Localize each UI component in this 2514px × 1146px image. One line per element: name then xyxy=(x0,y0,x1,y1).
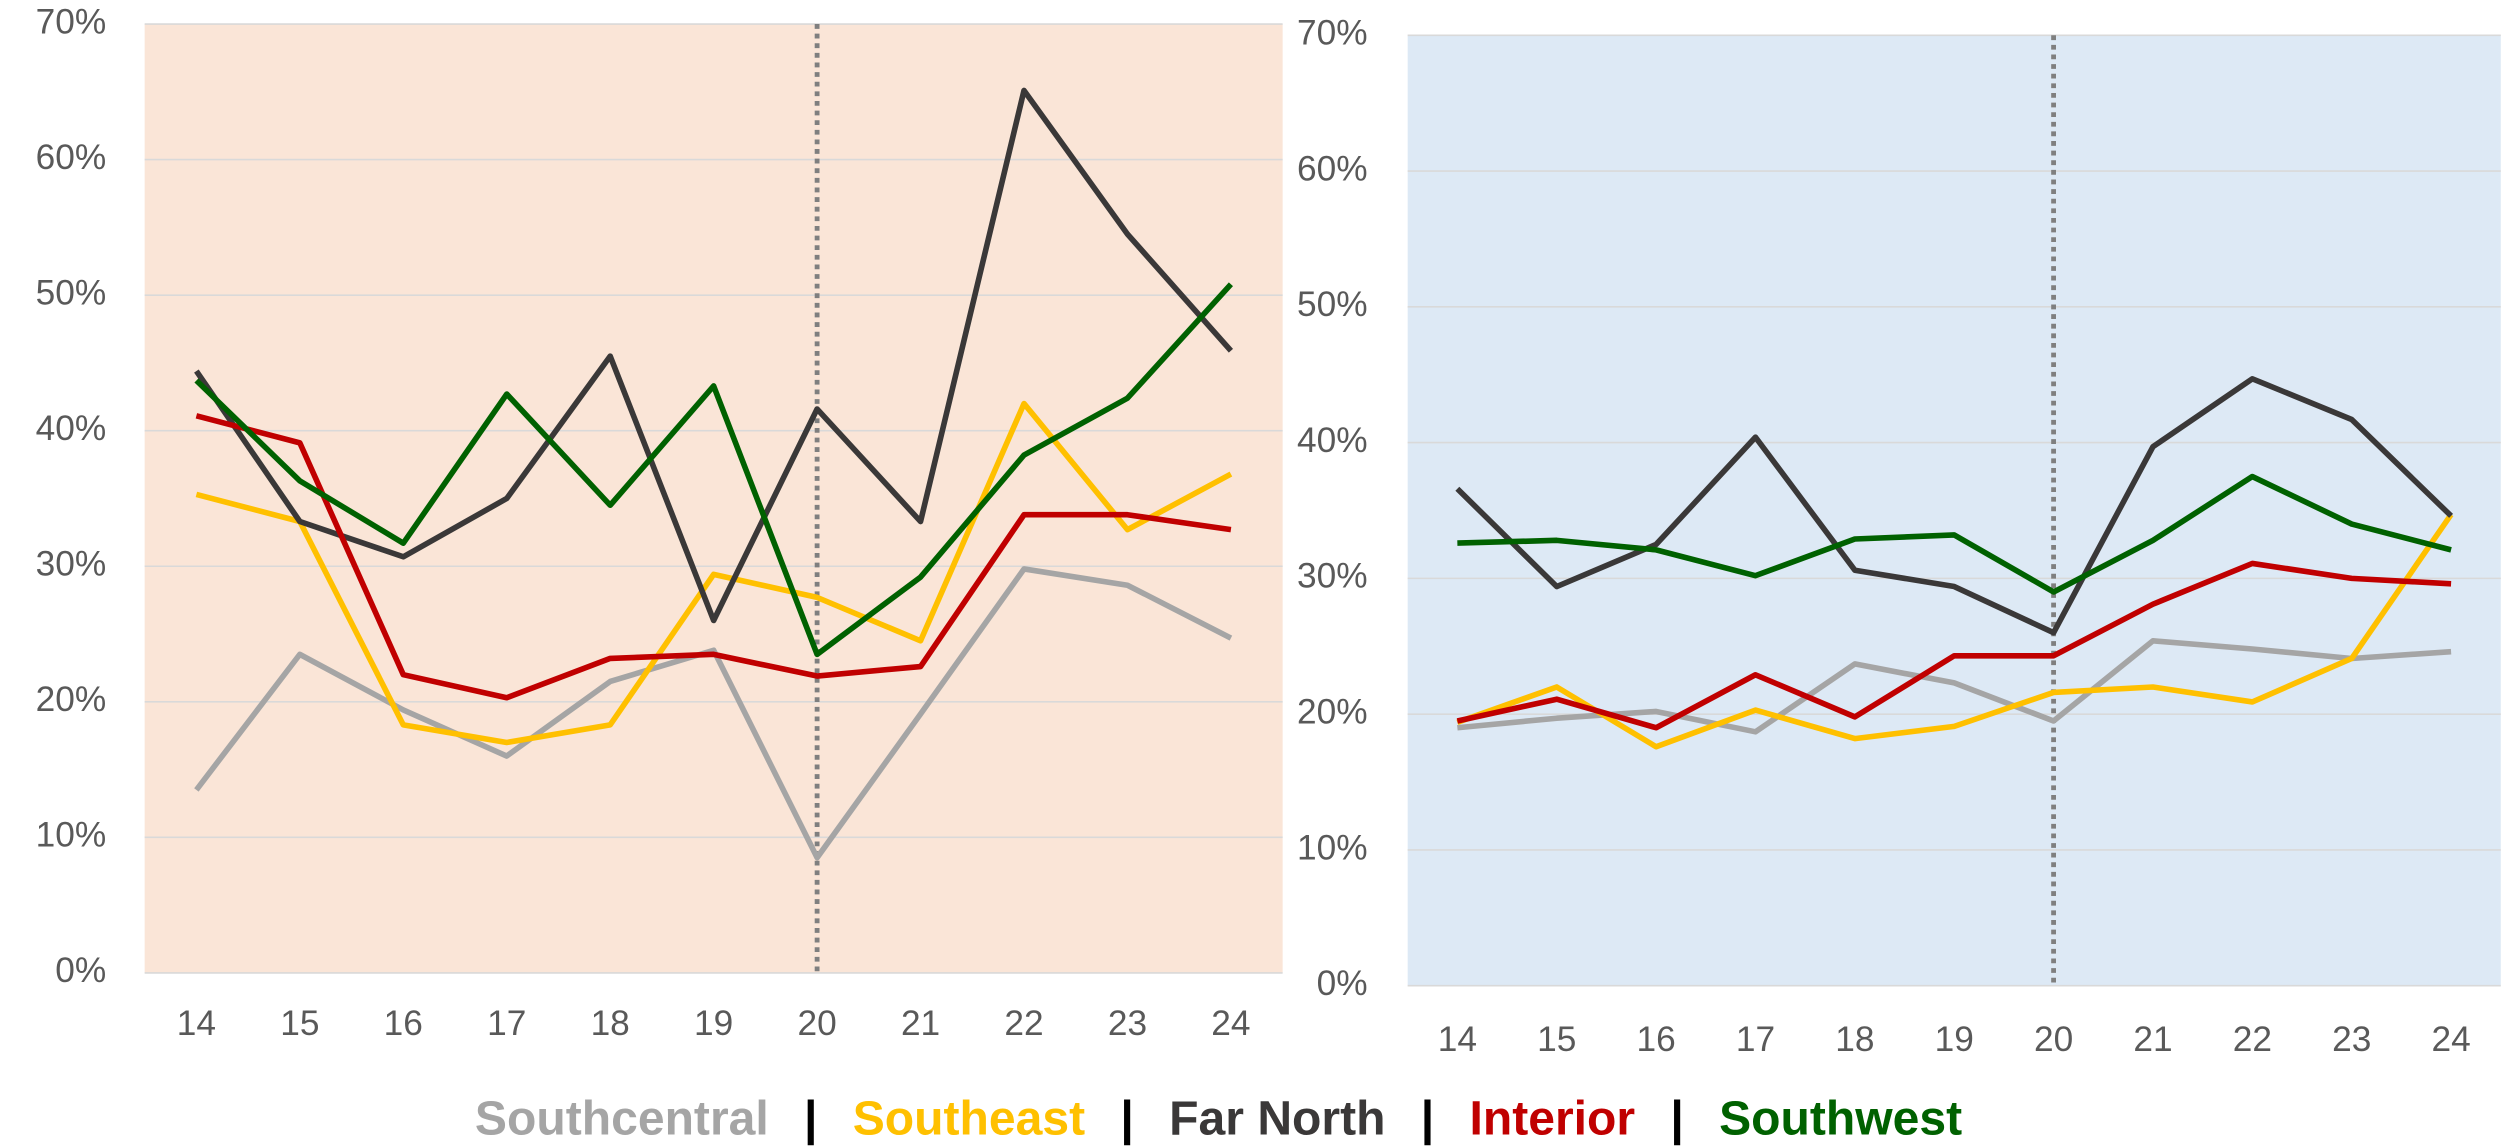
y-tick-label: 60% xyxy=(36,138,107,177)
x-tick-label: 18 xyxy=(591,1004,630,1043)
y-tick-label: 50% xyxy=(1297,285,1368,324)
legend: Southcentral | Southeast | Far North | Interio… xyxy=(475,1092,1962,1146)
x-tick-label: 16 xyxy=(384,1004,423,1043)
x-tick-label: 22 xyxy=(2233,1020,2272,1059)
x-tick-label: 24 xyxy=(1211,1004,1250,1043)
x-tick-label: 19 xyxy=(694,1004,733,1043)
x-tick-label: 20 xyxy=(797,1004,836,1043)
y-tick-label: 10% xyxy=(1297,828,1368,867)
legend-entry: Interior xyxy=(1469,1092,1635,1146)
legend-separator: | xyxy=(1421,1092,1434,1146)
series-line xyxy=(1457,473,2452,595)
y-tick-label: 50% xyxy=(36,273,107,312)
x-tick-label: 22 xyxy=(1004,1004,1043,1043)
x-tick-label: 18 xyxy=(1835,1020,1874,1059)
x-tick-label: 14 xyxy=(177,1004,216,1043)
series-line xyxy=(195,413,1232,701)
x-tick-label: 23 xyxy=(2332,1020,2371,1059)
legend-entry: Southeast xyxy=(853,1092,1085,1146)
y-tick-label: 70% xyxy=(1297,14,1368,53)
x-tick-label: 16 xyxy=(1636,1020,1675,1059)
plot-area xyxy=(144,24,1283,973)
series-line xyxy=(1455,375,2454,636)
legend-separator: | xyxy=(804,1092,817,1146)
legend-separator: | xyxy=(1120,1092,1133,1146)
series-line xyxy=(1456,512,2454,750)
y-tick-label: 20% xyxy=(36,680,107,719)
x-tick-label: 17 xyxy=(1736,1020,1775,1059)
series-line xyxy=(194,566,1233,861)
x-tick-label: 17 xyxy=(487,1004,526,1043)
legend-entry: Southwest xyxy=(1719,1092,1962,1146)
y-tick-label: 60% xyxy=(1297,149,1368,188)
legend-entry: Far North xyxy=(1169,1092,1385,1146)
y-tick-label: 70% xyxy=(36,2,107,41)
y-tick-label: 0% xyxy=(1317,964,1368,1003)
y-tick-label: 30% xyxy=(36,545,107,584)
series-line xyxy=(195,400,1233,746)
x-tick-label: 19 xyxy=(1935,1020,1974,1059)
plot-area xyxy=(1407,35,2501,986)
y-tick-label: 10% xyxy=(36,816,107,855)
x-tick-label: 20 xyxy=(2034,1020,2073,1059)
series-line xyxy=(1457,638,2452,735)
x-tick-label: 15 xyxy=(1537,1020,1576,1059)
legend-separator: | xyxy=(1670,1092,1683,1146)
x-tick-label: 21 xyxy=(901,1004,940,1043)
series-line xyxy=(194,282,1233,658)
y-tick-label: 20% xyxy=(1297,692,1368,731)
y-tick-label: 30% xyxy=(1297,557,1368,596)
y-tick-label: 40% xyxy=(1297,421,1368,460)
series-line xyxy=(194,87,1234,624)
legend-entry: Southcentral xyxy=(475,1092,769,1146)
y-tick-label: 0% xyxy=(55,951,106,990)
x-tick-label: 21 xyxy=(2133,1020,2172,1059)
series-line xyxy=(1456,560,2452,731)
y-tick-label: 40% xyxy=(36,409,107,448)
x-tick-label: 24 xyxy=(2431,1020,2470,1059)
x-tick-label: 15 xyxy=(280,1004,319,1043)
x-tick-label: 23 xyxy=(1108,1004,1147,1043)
x-tick-label: 14 xyxy=(1438,1020,1477,1059)
